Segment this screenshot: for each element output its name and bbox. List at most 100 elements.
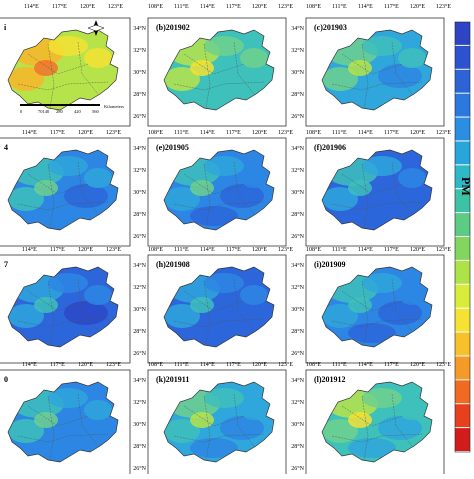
map-panel-0: i — [0, 17, 131, 127]
lat-tick-label: 28°N — [133, 91, 146, 98]
lon-tick-label: 108°E — [306, 129, 321, 136]
lon-tick-label: 111°E — [332, 129, 347, 136]
pm-blob — [164, 187, 200, 211]
map-panel-7: (h)201908 34°N 32°N 30°N 28°N 26°N 108°E 111°E 1… — [133, 246, 293, 364]
pm-blob — [240, 400, 268, 420]
lat-tick-label: 26°N — [133, 113, 146, 120]
lat-tick-label: 26°N — [133, 465, 146, 472]
panel-label: (k)201911 — [156, 375, 189, 384]
pm-blob — [64, 301, 108, 325]
legend-swatch — [455, 380, 470, 404]
lat-tick-label: 34°N — [291, 25, 304, 32]
province-boundary — [183, 53, 245, 75]
lon-tick-label: 120°E — [78, 361, 93, 368]
lat-tick-label: 28°N — [291, 91, 304, 98]
lon-tick-label: 123°E — [106, 246, 121, 253]
pm-blob — [362, 156, 402, 176]
pm-blob — [398, 168, 426, 188]
province-boundary — [183, 405, 245, 427]
pm-blob — [64, 184, 108, 208]
pm-blob — [8, 67, 44, 91]
lon-tick-label: 111°E — [332, 246, 347, 253]
lat-tick-label: 28°N — [291, 211, 304, 218]
lon-tick-label: 114°E — [22, 246, 37, 253]
pm-blob — [362, 36, 402, 56]
panel-label: (l)201912 — [314, 375, 346, 384]
province-boundary — [341, 53, 403, 75]
north-arrow-icon — [87, 20, 105, 36]
pm-blob — [322, 419, 358, 443]
province-boundary — [331, 201, 423, 211]
pm-surface — [8, 30, 118, 110]
lat-tick-label: 28°N — [133, 211, 146, 218]
legend-frame — [454, 21, 471, 453]
lat-tick-label: 34°N — [291, 262, 304, 269]
lon-tick-label: 114°E — [358, 129, 373, 136]
pm-blob — [34, 60, 58, 76]
legend-swatch — [455, 117, 470, 141]
pm-blob — [190, 438, 238, 458]
region-outline — [321, 266, 433, 348]
pm-blob — [378, 301, 422, 325]
legend-title: PM — [459, 177, 473, 196]
province-boundary — [233, 278, 255, 332]
province-boundary — [17, 433, 109, 443]
pm-blob — [348, 297, 372, 313]
region-outline — [321, 381, 433, 463]
lon-tick-label: 120°E — [78, 246, 93, 253]
province-boundary — [27, 173, 89, 195]
lat-tick-label: 26°N — [291, 465, 304, 472]
legend-swatch — [455, 356, 470, 380]
province-boundary — [47, 280, 55, 346]
pm-blob — [348, 206, 396, 226]
pm-blob — [64, 64, 108, 88]
region-outline — [7, 381, 119, 463]
pm-blob — [362, 273, 402, 293]
pm-blob — [348, 180, 372, 196]
lat-tick-label: 30°N — [133, 189, 146, 196]
pm-blob — [348, 438, 396, 458]
lon-tick-label: 108°E — [148, 361, 163, 368]
lon-tick-label: 111°E — [332, 3, 347, 10]
lon-tick-label: 123°E — [436, 361, 451, 368]
lon-tick-label: 123°E — [436, 129, 451, 136]
lon-tick-label: 108°E — [148, 129, 163, 136]
lon-tick-label: 117°E — [384, 3, 399, 10]
province-boundary — [203, 163, 211, 229]
region-outline — [163, 266, 275, 348]
lon-tick-label: 117°E — [50, 246, 65, 253]
lon-tick-label: 120°E — [78, 129, 93, 136]
map-panel-11: (l)201912 34°N 32°N 30°N 28°N 26°N 108°E 111°E 1… — [291, 361, 451, 479]
lon-tick-label: 114°E — [200, 129, 215, 136]
province-boundary — [47, 43, 55, 109]
province-boundary — [233, 161, 255, 215]
province-boundary — [203, 280, 211, 346]
lon-tick-label: 120°E — [410, 129, 425, 136]
lon-tick-label: 108°E — [306, 361, 321, 368]
province-boundary — [361, 280, 369, 346]
map-panel-8: (i)201909 34°N 32°N 30°N 28°N 26°N 108°E 111°E 1… — [291, 246, 451, 364]
lon-tick-label: 108°E — [148, 3, 163, 10]
lon-tick-label: 123°E — [106, 129, 121, 136]
province-boundary — [391, 41, 413, 95]
region-outline — [7, 29, 119, 111]
pm-blob — [398, 400, 426, 420]
pm-blob — [204, 36, 244, 56]
pm-blob — [34, 86, 82, 106]
pm-blob — [164, 304, 200, 328]
map-panel-2: (c)201903 34°N 32°N 30°N 28°N 26°N — [291, 17, 445, 127]
province-boundary — [361, 395, 369, 461]
legend-swatch — [455, 284, 470, 308]
pm-blob — [348, 323, 396, 343]
pm-blob — [240, 285, 268, 305]
province-boundary — [203, 43, 211, 109]
province-boundary — [77, 161, 99, 215]
legend-swatch — [455, 93, 470, 117]
lon-tick-label: 114°E — [22, 129, 37, 136]
legend-swatch — [455, 428, 470, 451]
scale-tick-label: 560 — [92, 109, 100, 114]
pm-blob — [322, 67, 358, 91]
province-boundary — [173, 201, 265, 211]
lon-tick-label: 117°E — [384, 246, 399, 253]
